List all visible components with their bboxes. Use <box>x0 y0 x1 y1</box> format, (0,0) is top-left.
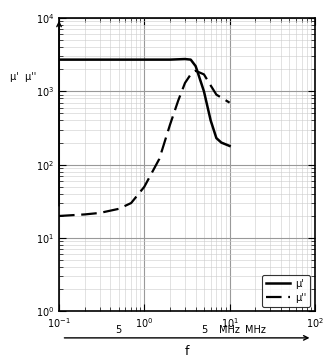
μ'' <box>57 214 61 218</box>
μ'' <box>215 92 218 97</box>
μ' <box>189 58 193 62</box>
Text: MHz: MHz <box>245 325 266 335</box>
μ' <box>194 64 198 68</box>
Line: μ'': μ'' <box>59 71 230 216</box>
μ' <box>215 136 218 140</box>
μ'' <box>168 122 172 127</box>
μ' <box>209 118 213 123</box>
Text: 5: 5 <box>201 325 207 335</box>
Text: MHz: MHz <box>219 325 240 335</box>
μ'' <box>176 98 180 103</box>
μ'' <box>194 69 198 73</box>
Text: 5: 5 <box>115 325 122 335</box>
μ'' <box>157 157 161 161</box>
μ'' <box>142 185 146 189</box>
μ' <box>168 58 172 62</box>
μ'' <box>228 101 232 105</box>
μ' <box>202 89 206 93</box>
μ' <box>228 144 232 148</box>
μ'' <box>117 207 121 211</box>
Line: μ': μ' <box>59 59 230 146</box>
μ' <box>219 140 223 145</box>
μ'' <box>129 201 133 205</box>
μ'' <box>83 212 87 217</box>
Text: μ'  μ'': μ' μ'' <box>10 72 36 82</box>
μ'' <box>209 83 213 88</box>
Text: f: f <box>185 345 189 358</box>
μ' <box>117 58 121 62</box>
μ' <box>57 58 61 62</box>
μ' <box>183 57 187 61</box>
μ' <box>142 58 146 62</box>
μ'' <box>202 72 206 77</box>
Legend: μ', μ'': μ', μ'' <box>262 275 310 306</box>
μ'' <box>98 211 102 215</box>
μ'' <box>183 81 187 85</box>
μ'' <box>189 72 193 77</box>
